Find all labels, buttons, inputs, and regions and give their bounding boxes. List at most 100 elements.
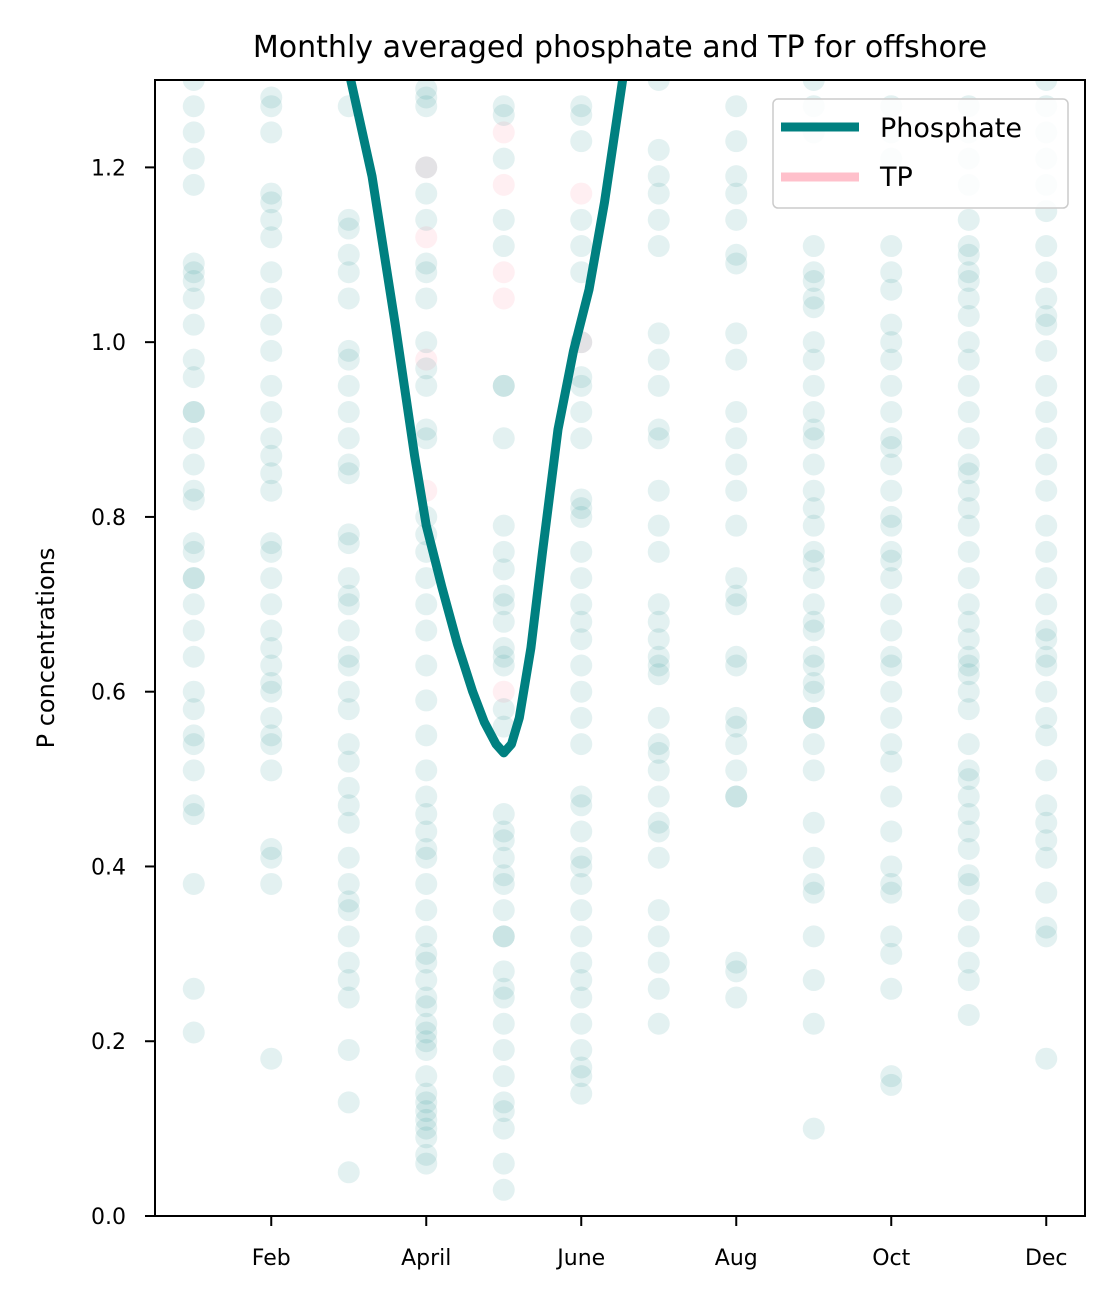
phosphate-point xyxy=(337,532,360,555)
phosphate-point xyxy=(1035,811,1058,834)
phosphate-point xyxy=(802,969,825,992)
phosphate-point xyxy=(415,357,438,380)
phosphate-point xyxy=(1035,540,1058,563)
phosphate-point xyxy=(647,654,670,677)
phosphate-point xyxy=(725,785,748,808)
phosphate-point xyxy=(802,593,825,616)
phosphate-point xyxy=(647,1012,670,1035)
x-tick-label: Feb xyxy=(252,1246,291,1271)
phosphate-point xyxy=(260,261,283,284)
phosphate-point xyxy=(337,593,360,616)
phosphate-point xyxy=(570,488,593,511)
phosphate-point xyxy=(880,479,903,502)
phosphate-point xyxy=(260,121,283,144)
phosphate-point xyxy=(182,488,205,511)
phosphate-point xyxy=(880,261,903,284)
phosphate-point xyxy=(337,462,360,485)
phosphate-point xyxy=(957,261,980,284)
phosphate-point xyxy=(337,339,360,362)
phosphate-point xyxy=(260,637,283,659)
phosphate-point xyxy=(337,243,360,266)
phosphate-point xyxy=(415,252,438,275)
phosphate-point xyxy=(647,540,670,563)
phosphate-point xyxy=(802,671,825,694)
phosphate-point xyxy=(957,864,980,887)
phosphate-point xyxy=(415,208,438,231)
phosphate-point xyxy=(802,619,825,642)
phosphate-point xyxy=(492,584,515,607)
phosphate-point xyxy=(802,872,825,895)
phosphate-point xyxy=(880,654,903,677)
phosphate-point xyxy=(415,872,438,895)
phosphate-point xyxy=(570,986,593,1009)
phosphate-point xyxy=(1035,401,1058,424)
phosphate-point xyxy=(415,969,438,992)
phosphate-point xyxy=(182,759,205,782)
phosphate-point xyxy=(337,698,360,721)
phosphate-point xyxy=(957,733,980,756)
phosphate-point xyxy=(492,1178,515,1201)
phosphate-point xyxy=(957,1004,980,1027)
phosphate-point xyxy=(647,138,670,161)
phosphate-point xyxy=(570,820,593,843)
phosphate-point xyxy=(492,977,515,1000)
phosphate-point xyxy=(802,567,825,590)
phosphate-point xyxy=(415,1091,438,1114)
phosphate-point xyxy=(1035,846,1058,869)
phosphate-point xyxy=(725,514,748,537)
phosphate-point xyxy=(725,567,748,590)
phosphate-point xyxy=(725,427,748,450)
x-axis: Feb April June Aug Oct Dec xyxy=(252,1216,1068,1271)
phosphate-point xyxy=(182,872,205,895)
phosphate-point xyxy=(337,750,360,773)
phosphate-point xyxy=(182,698,205,721)
phosphate-point xyxy=(1035,724,1058,747)
phosphate-point xyxy=(725,645,748,668)
phosphate-point xyxy=(570,593,593,616)
phosphate-point xyxy=(492,558,515,581)
phosphate-point xyxy=(957,269,980,292)
phosphate-point xyxy=(260,619,283,642)
phosphate-point xyxy=(415,759,438,782)
phosphate-point xyxy=(260,846,283,869)
phosphate-point xyxy=(802,540,825,563)
y-tick-label: 1.0 xyxy=(91,331,126,356)
phosphate-point xyxy=(725,208,748,231)
phosphate-point xyxy=(492,374,515,397)
phosphate-point xyxy=(570,103,593,126)
phosphate-point xyxy=(492,846,515,869)
phosphate-point xyxy=(802,733,825,756)
phosphate-point xyxy=(182,95,205,118)
phosphate-point xyxy=(492,698,515,721)
phosphate-point xyxy=(415,1126,438,1149)
phosphate-point xyxy=(1035,80,1058,91)
phosphate-point xyxy=(802,453,825,476)
phosphate-point xyxy=(647,235,670,258)
phosphate-point xyxy=(492,820,515,843)
phosphate-point xyxy=(182,401,205,424)
phosphate-point xyxy=(492,1100,515,1123)
phosphate-point xyxy=(570,733,593,756)
phosphate-point xyxy=(802,811,825,834)
phosphate-point xyxy=(880,706,903,729)
phosphate-point xyxy=(260,208,283,231)
phosphate-point xyxy=(492,925,515,948)
phosphate-point xyxy=(570,497,593,520)
phosphate-point xyxy=(415,654,438,677)
phosphate-point xyxy=(957,768,980,791)
phosphate-point xyxy=(415,374,438,397)
phosphate-point xyxy=(1035,339,1058,362)
phosphate-point xyxy=(647,733,670,756)
phosphate-point xyxy=(957,374,980,397)
phosphate-point xyxy=(570,794,593,817)
phosphate-point xyxy=(182,121,205,144)
phosphate-point xyxy=(182,261,205,284)
y-tick-label: 0.2 xyxy=(91,1030,126,1055)
phosphate-point xyxy=(570,610,593,633)
phosphate-point xyxy=(802,348,825,371)
phosphate-point xyxy=(260,540,283,563)
tp-point xyxy=(492,121,515,144)
phosphate-point xyxy=(802,287,825,310)
phosphate-point xyxy=(182,80,205,91)
phosphate-point xyxy=(647,80,670,91)
